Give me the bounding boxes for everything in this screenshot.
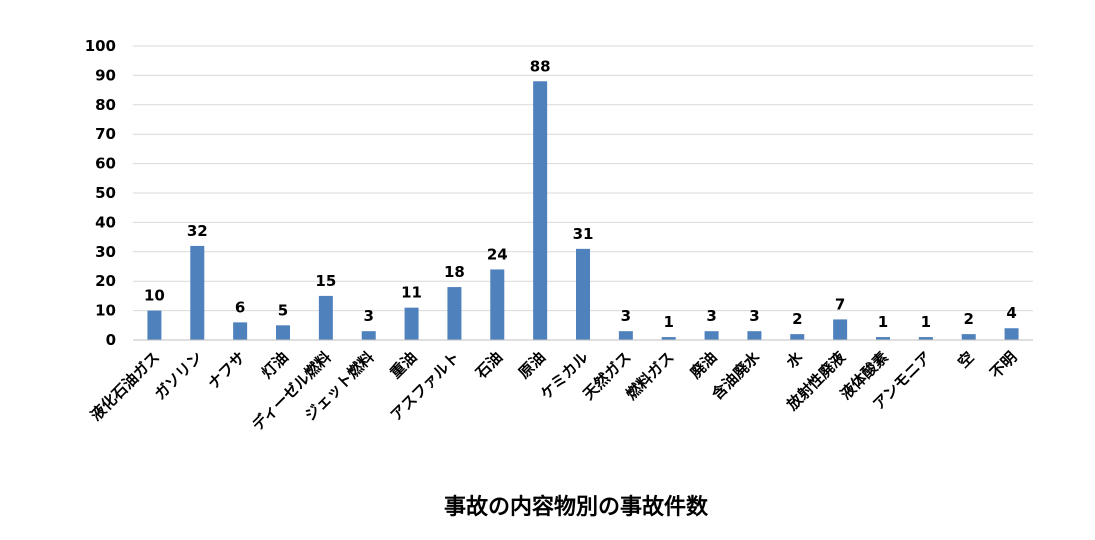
data-label: 11 [401,284,422,302]
category-label: 燃料ガス [622,348,677,403]
data-label: 3 [363,307,373,325]
bar [918,337,933,340]
category-label: 不明 [986,348,1020,382]
category-label: 液化石油ガス [87,348,163,424]
data-label: 15 [315,272,336,290]
category-label: 原油 [515,348,549,382]
data-label: 32 [187,222,208,240]
data-label: 24 [487,245,508,263]
data-label: 1 [663,313,673,331]
bar [876,337,890,340]
data-label: 7 [835,295,845,313]
category-label: 含油廃水 [708,347,764,403]
data-label: 5 [278,301,288,319]
category-label: 重油 [386,348,420,382]
data-label: 3 [621,307,631,325]
data-label: 31 [573,225,594,243]
data-label: 3 [749,307,759,325]
y-tick-label: 80 [95,96,116,114]
category-label: 廃油 [686,348,720,382]
category-label: 空 [954,348,977,371]
y-tick-label: 100 [85,37,116,55]
data-label: 1 [878,313,888,331]
y-tick-label: 70 [95,125,116,143]
y-tick-label: 20 [95,272,116,290]
y-tick-label: 60 [95,155,116,173]
data-label: 88 [530,57,551,75]
bar [533,81,548,340]
data-label: 3 [706,307,716,325]
y-tick-label: 90 [95,66,116,84]
gridlines [133,45,1033,312]
y-tick-label: 40 [95,213,116,231]
bar [661,337,676,340]
bar [318,295,333,340]
data-label: 2 [792,310,802,328]
category-label: ガソリン [151,348,206,403]
bar [747,331,762,340]
bar [618,331,633,340]
y-tick-label: 10 [95,302,116,320]
data-label: 18 [444,263,465,281]
bar [361,331,376,340]
bar [790,334,805,340]
bar [447,287,462,340]
y-tick-label: 0 [106,331,116,349]
data-label: 1 [921,313,931,331]
bar [404,307,419,340]
bar [147,310,162,340]
bar [276,325,290,340]
data-label: 2 [963,310,973,328]
data-label: 6 [235,298,245,316]
category-label: ナフサ [204,348,249,393]
category-label: 灯油 [258,348,292,382]
bar [490,269,505,340]
bar [961,334,976,340]
bar [704,331,719,340]
category-label: 水 [783,347,807,371]
x-axis-title: 事故の内容物別の事故件数 [444,494,709,520]
bar [576,248,590,340]
bar [233,322,248,340]
y-axis-ticks: 0 10 20 30 40 50 60 70 80 90 100 [85,37,116,349]
data-label: 4 [1006,304,1016,322]
y-tick-label: 50 [95,184,116,202]
bar [190,245,205,340]
bar [833,319,848,340]
y-tick-label: 30 [95,243,116,261]
bars [147,81,1019,340]
bar [1004,328,1019,340]
category-label: 石油 [471,348,506,383]
data-label: 10 [144,287,165,305]
